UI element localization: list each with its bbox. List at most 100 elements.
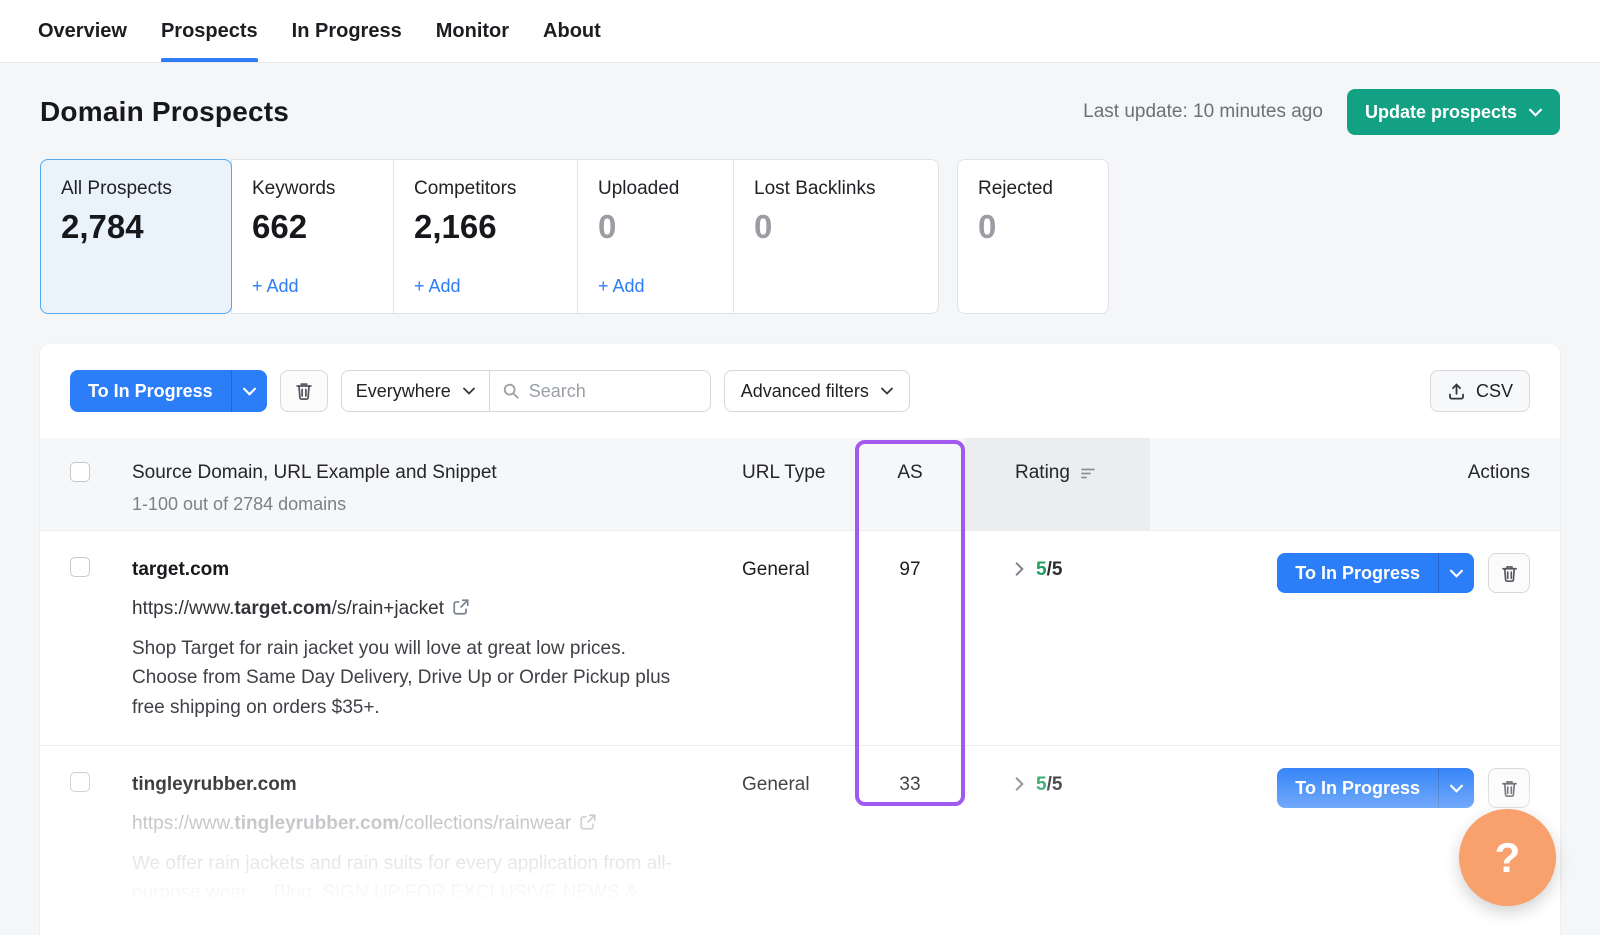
url-domain: tingleyrubber.com: [234, 813, 400, 834]
top-nav: Overview Prospects In Progress Monitor A…: [0, 0, 1600, 63]
row-domain[interactable]: target.com: [132, 559, 230, 580]
tab-in-progress[interactable]: In Progress: [291, 19, 402, 42]
search-input[interactable]: [528, 380, 698, 402]
row-delete-button[interactable]: [1488, 553, 1530, 593]
card-value: 0: [598, 208, 617, 245]
result-count: 1-100 out of 2784 domains: [132, 494, 347, 514]
chevron-down-icon: [880, 387, 893, 395]
trash-icon: [1500, 779, 1519, 798]
add-competitors-link[interactable]: + Add: [414, 276, 461, 296]
tab-prospects[interactable]: Prospects: [160, 0, 258, 62]
row-checkbox[interactable]: [70, 772, 90, 792]
tab-about[interactable]: About: [543, 19, 601, 42]
update-prospects-button[interactable]: Update prospects: [1346, 89, 1560, 135]
card-all-prospects[interactable]: All Prospects 2,784: [40, 159, 232, 314]
question-mark-icon: ?: [1494, 833, 1521, 881]
row-url-link[interactable]: https://www.target.com/s/rain+jacket: [132, 598, 692, 620]
chevron-right-icon[interactable]: [1015, 777, 1024, 791]
column-url-type: URL Type: [742, 462, 826, 483]
card-label: Uploaded: [598, 178, 680, 199]
row-action-caret[interactable]: [1438, 553, 1474, 593]
add-keywords-link[interactable]: + Add: [252, 276, 299, 296]
select-all-checkbox[interactable]: [70, 462, 90, 482]
rating-total: /5: [1046, 559, 1063, 580]
advanced-filters-button[interactable]: Advanced filters: [723, 370, 910, 412]
rating-value: 5: [1036, 774, 1047, 795]
url-path: /collections/rainwear: [399, 813, 572, 834]
card-value: 2,784: [61, 208, 144, 245]
rating-value: 5: [1036, 559, 1047, 580]
sort-icon: [1080, 467, 1096, 479]
row-to-in-progress-button[interactable]: To In Progress: [1295, 777, 1420, 798]
column-source-domain: Source Domain, URL Example and Snippet: [132, 462, 497, 483]
row-checkbox[interactable]: [70, 557, 90, 577]
update-prospects-label: Update prospects: [1364, 101, 1517, 122]
card-keywords[interactable]: Keywords 662 + Add: [231, 159, 394, 314]
row-action-split-button: To In Progress: [1277, 768, 1474, 808]
row-url-link[interactable]: https://www.tingleyrubber.com/collection…: [132, 813, 692, 835]
search-box: [488, 370, 711, 412]
card-value: 0: [754, 208, 773, 245]
card-rejected[interactable]: Rejected 0: [957, 159, 1109, 314]
bulk-delete-button[interactable]: [279, 370, 328, 412]
row-authority-score: 97: [899, 559, 921, 580]
scope-search-group: Everywhere: [340, 370, 711, 412]
prospects-panel: To In Progress Everywhere: [40, 344, 1560, 935]
rating-total: /5: [1046, 774, 1063, 795]
trash-icon: [1500, 564, 1519, 583]
row-snippet: We offer rain jackets and rain suits for…: [132, 853, 672, 933]
external-link-icon[interactable]: [579, 813, 597, 831]
trash-icon: [294, 381, 314, 401]
page-title: Domain Prospects: [40, 96, 290, 127]
url-prefix: https://www.: [132, 598, 235, 619]
column-rating-label: Rating: [1015, 462, 1070, 483]
table-toolbar: To In Progress Everywhere: [40, 344, 1560, 438]
row-rating: 5/5: [965, 531, 1150, 745]
card-label: Lost Backlinks: [754, 178, 876, 199]
chevron-down-icon: [1529, 108, 1542, 117]
bulk-action-button[interactable]: To In Progress: [88, 380, 213, 401]
card-lost-backlinks[interactable]: Lost Backlinks 0: [733, 159, 939, 314]
table-header: Source Domain, URL Example and Snippet 1…: [40, 438, 1560, 530]
bulk-action-split-button: To In Progress: [70, 370, 267, 412]
card-value: 2,166: [414, 208, 497, 245]
table-row-tingleyrubber: tingleyrubber.com https://www.tingleyrub…: [40, 745, 1560, 935]
row-action-caret[interactable]: [1438, 768, 1474, 808]
chevron-down-icon: [462, 387, 475, 395]
card-value: 662: [252, 208, 308, 245]
bulk-action-caret[interactable]: [230, 370, 267, 412]
export-icon: [1447, 382, 1466, 401]
help-button[interactable]: ?: [1459, 809, 1556, 906]
url-prefix: https://www.: [132, 813, 235, 834]
row-snippet: Shop Target for rain jacket you will lov…: [132, 638, 671, 718]
row-to-in-progress-button[interactable]: To In Progress: [1295, 562, 1420, 583]
row-authority-score: 33: [899, 774, 921, 795]
external-link-icon[interactable]: [452, 598, 470, 616]
card-label: All Prospects: [61, 178, 172, 199]
column-rating-sort[interactable]: Rating: [965, 438, 1150, 530]
chevron-right-icon[interactable]: [1015, 562, 1024, 576]
row-domain[interactable]: tingleyrubber.com: [132, 774, 297, 795]
advanced-filters-label: Advanced filters: [740, 380, 869, 401]
search-icon: [502, 382, 520, 400]
card-competitors[interactable]: Competitors 2,166 + Add: [393, 159, 578, 314]
row-url-type: General: [742, 559, 810, 580]
tab-monitor[interactable]: Monitor: [435, 19, 510, 42]
card-label: Rejected: [978, 178, 1053, 199]
url-domain: target.com: [234, 598, 332, 619]
url-path: /s/rain+jacket: [331, 598, 445, 619]
tab-overview[interactable]: Overview: [38, 19, 127, 42]
column-actions: Actions: [1467, 462, 1530, 483]
row-action-split-button: To In Progress: [1277, 553, 1474, 593]
scope-select[interactable]: Everywhere: [340, 370, 490, 412]
export-csv-button[interactable]: CSV: [1429, 370, 1530, 412]
card-label: Keywords: [252, 178, 336, 199]
scope-select-value: Everywhere: [355, 380, 451, 401]
last-update-text: Last update: 10 minutes ago: [1083, 101, 1323, 122]
row-delete-button[interactable]: [1488, 768, 1530, 808]
page-header: Domain Prospects Last update: 10 minutes…: [0, 63, 1600, 159]
row-rating: 5/5: [965, 746, 1150, 935]
card-uploaded[interactable]: Uploaded 0 + Add: [577, 159, 734, 314]
column-authority-score: AS: [897, 462, 923, 483]
add-uploaded-link[interactable]: + Add: [598, 276, 645, 296]
